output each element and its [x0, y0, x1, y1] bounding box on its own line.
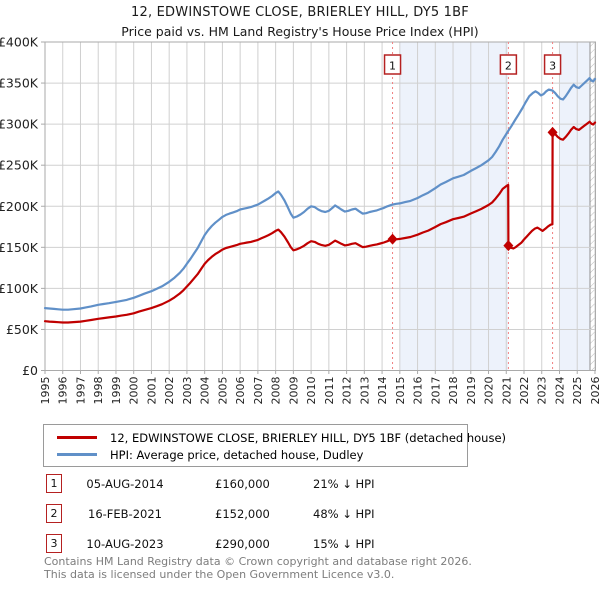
license-note: Contains HM Land Registry data © Crown c… [44, 555, 584, 581]
sale-marker-box-label-3: 3 [549, 60, 556, 73]
x-tick-label: 2005 [216, 377, 229, 405]
x-tick-label: 2021 [500, 377, 513, 405]
x-tick-label: 2001 [145, 377, 158, 405]
x-tick-label: 1998 [92, 377, 105, 405]
x-tick-label: 2000 [128, 377, 141, 405]
x-tick-label: 2004 [199, 377, 212, 405]
transaction-2-hpi-comparison: 48% ↓ HPI [313, 507, 375, 521]
x-tick-label: 2015 [394, 377, 407, 405]
transaction-1-price: £160,000 [215, 477, 270, 491]
x-tick-label: 2018 [447, 377, 460, 405]
transaction-2-price: £152,000 [215, 507, 270, 521]
y-tick-label: £300K [0, 117, 39, 132]
x-tick-label: 2019 [465, 377, 478, 405]
page-subtitle: Price paid vs. HM Land Registry's House … [121, 24, 479, 39]
y-tick-label: £350K [0, 76, 39, 91]
sale-marker-box-2 [499, 54, 518, 75]
sale-marker-diamond-3 [547, 126, 558, 138]
transaction-3-hpi-comparison: 15% ↓ HPI [313, 537, 375, 551]
sale-marker-box-label-2: 2 [505, 60, 512, 73]
sale-marker-diamond-2 [503, 240, 514, 252]
legend-entry-property: 12, EDWINSTOWE CLOSE, BRIERLEY HILL, DY5… [57, 429, 506, 446]
x-tick-label: 2003 [181, 377, 194, 405]
legend-property-label: 12, EDWINSTOWE CLOSE, BRIERLEY HILL, DY5… [110, 430, 507, 445]
x-tick-label: 2012 [341, 377, 354, 405]
legend-entry-hpi: HPI: Average price, detached house, Dudl… [57, 446, 467, 463]
transaction-3-date: 10-AUG-2023 [86, 537, 164, 551]
page-title: 12, EDWINSTOWE CLOSE, BRIERLEY HILL, DY5… [131, 5, 469, 20]
transaction-row-2: 2 16-FEB-2021 £152,000 48% ↓ HPI [0, 504, 600, 524]
transaction-1-hpi-comparison: 21% ↓ HPI [313, 477, 375, 491]
y-tick-label: £200K [0, 199, 39, 214]
x-tick-label: 1997 [74, 377, 87, 405]
x-tick-label: 2010 [305, 377, 318, 405]
x-tick-label: 1996 [57, 377, 70, 405]
transaction-3-price: £290,000 [215, 537, 270, 551]
license-note-line2: This data is licensed under the Open Gov… [44, 567, 395, 581]
x-tick-label: 2026 [589, 377, 600, 405]
transaction-2-date: 16-FEB-2021 [88, 507, 162, 521]
x-tick-label: 2016 [412, 377, 425, 405]
x-tick-label: 2007 [252, 377, 265, 405]
x-tick-label: 2024 [553, 377, 566, 405]
legend-hpi-label: HPI: Average price, detached house, Dudl… [110, 447, 364, 462]
y-tick-label: £150K [0, 240, 39, 255]
x-tick-label: 1999 [110, 377, 123, 405]
transaction-1-marker-number: 1 [46, 474, 62, 493]
transaction-2-marker-number: 2 [46, 504, 62, 523]
hpi-line-swatch [57, 453, 97, 456]
x-tick-label: 2020 [483, 377, 496, 405]
sale-marker-box-1 [383, 54, 402, 75]
y-tick-label: £0 [22, 363, 38, 378]
x-tick-label: 2025 [571, 377, 584, 405]
property-line-swatch [57, 436, 97, 439]
x-tick-label: 2011 [323, 377, 336, 405]
x-tick-label: 2008 [270, 377, 283, 405]
y-tick-label: £250K [0, 158, 39, 173]
x-tick-label: 1995 [39, 377, 52, 405]
price-chart-canvas: 1 2 3 £0 £50K £100K £150K £200K £250K £300K £350K £… [0, 35, 600, 405]
sale-marker-diamond-1 [387, 233, 398, 245]
x-tick-label: 2009 [287, 377, 300, 405]
transaction-3-marker-number: 3 [46, 534, 62, 553]
x-tick-label: 2014 [376, 377, 389, 405]
y-tick-label: £100K [0, 281, 39, 296]
sale-marker-box-3 [543, 54, 562, 75]
x-tick-label: 2002 [163, 377, 176, 405]
y-tick-label: £400K [0, 35, 39, 50]
hpi-line [43, 76, 597, 311]
x-tick-label: 2022 [518, 377, 531, 405]
transaction-1-date: 05-AUG-2014 [86, 477, 164, 491]
x-tick-label: 2023 [536, 377, 549, 405]
y-tick-label: £50K [6, 322, 39, 337]
license-note-line1: Contains HM Land Registry data © Crown c… [44, 555, 472, 568]
price-paid-line [43, 120, 597, 324]
transaction-row-1: 1 05-AUG-2014 £160,000 21% ↓ HPI [0, 474, 600, 494]
sale-marker-box-label-1: 1 [389, 60, 396, 73]
x-tick-label: 2017 [429, 377, 442, 405]
transaction-row-3: 3 10-AUG-2023 £290,000 15% ↓ HPI [0, 534, 600, 554]
x-tick-label: 2013 [358, 377, 371, 405]
legend-box: 12, EDWINSTOWE CLOSE, BRIERLEY HILL, DY5… [43, 424, 506, 467]
x-tick-label: 2006 [234, 377, 247, 405]
